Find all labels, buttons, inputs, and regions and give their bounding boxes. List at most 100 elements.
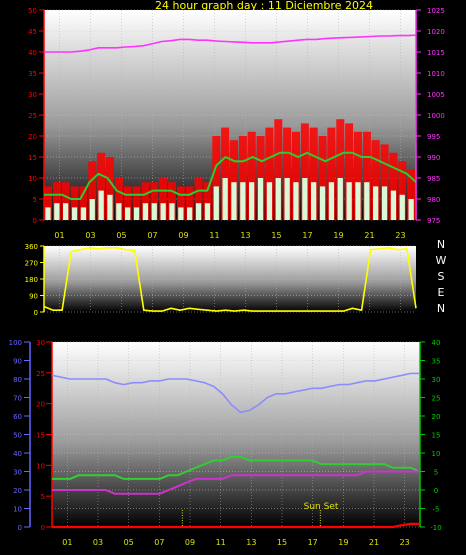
humidity-tick-label: 0 [18, 524, 22, 532]
hour-label-15: 15 [271, 231, 281, 240]
temperature-tick-label: 30 [432, 376, 441, 384]
hour-axis-top: 01 03 05 07 09 11 13 15 17 19 21 23 [54, 231, 405, 240]
wind-gust-bar [141, 182, 150, 220]
wind-tick-label: 0 [33, 217, 37, 225]
rain-tick-label: 30 [36, 339, 45, 347]
temperature-tick-label: 35 [432, 358, 441, 366]
hour-label-05: 05 [116, 231, 126, 240]
rain-tick-label: 5 [41, 493, 45, 501]
wind-gust-bar [380, 144, 389, 220]
pressure-line [44, 34, 417, 53]
wind-low-bar [116, 203, 122, 220]
wind-low-bar [195, 203, 202, 220]
wind-low-bar [381, 186, 388, 220]
wind-low-bar [71, 207, 78, 220]
compass-letter-S: S [438, 270, 445, 283]
rain-tick-label: 25 [36, 370, 45, 378]
wind-tick-label: 5 [33, 196, 37, 204]
wind-low-bar [98, 190, 104, 220]
hour-label-01: 01 [62, 538, 72, 547]
temperature-tick-label: -5 [433, 506, 440, 514]
wind-gust-bar [203, 182, 212, 220]
wind-average-line [44, 151, 417, 200]
humidity-temperature-panel: 0 10 20 30 40 50 60 70 80 90 100 0 5 10 15 20 25 30 -10 -5 0… [9, 339, 442, 532]
wind-low-bar [319, 186, 326, 220]
humidity-line [51, 372, 420, 414]
wind-low-bar [169, 203, 175, 220]
pressure-tick-label: 975 [427, 217, 440, 225]
wind-low-bar [249, 182, 255, 220]
wind-gust-bar [327, 127, 336, 220]
wind-tick-label: 35 [28, 70, 37, 78]
temperature-line [52, 455, 421, 480]
wind-gust-bar [106, 157, 114, 220]
wind-low-bar [240, 182, 246, 220]
humidity-tick-label: 20 [13, 487, 22, 495]
pressure-tick-label: 1010 [427, 70, 445, 78]
wind-gust-bar [185, 186, 194, 220]
pressure-tick-label: 985 [427, 175, 440, 183]
humidity-tick-label: 30 [13, 469, 22, 477]
direction-tick-label: 0 [34, 309, 38, 317]
wind-low-bar [328, 182, 335, 220]
wind-gust-bar [132, 186, 141, 220]
hour-label-07: 07 [147, 231, 157, 240]
wind-low-bar [204, 203, 211, 220]
wind-gust-bar [283, 127, 292, 220]
wind-low-bar [346, 182, 352, 220]
wind-gust-bar [292, 131, 300, 220]
wind-gust-bar [354, 131, 362, 220]
wind-low-bar [275, 178, 281, 220]
hour-label-17: 17 [302, 231, 312, 240]
wind-low-bar [213, 186, 219, 220]
hour-label-23: 23 [400, 538, 410, 547]
wind-low-bar [390, 190, 397, 220]
wind-gust-bar [159, 178, 168, 220]
compass-letter-N: N [437, 302, 445, 315]
wind-gust-bar [274, 119, 283, 220]
wind-gust-bar [97, 152, 106, 220]
wind-gust-bar [238, 136, 247, 220]
wind-low-bar [293, 182, 299, 220]
wind-gust-bar [398, 161, 407, 220]
wind-low-bar [160, 203, 166, 220]
compass-letter-W: W [436, 254, 447, 267]
wind-low-bar [222, 178, 228, 220]
wind-low-bar [266, 182, 273, 220]
wind-gust-bar [150, 182, 159, 220]
wind-low-bar [187, 207, 193, 220]
wind-gust-bar [362, 131, 371, 220]
humidity-tick-label: 60 [13, 413, 22, 421]
wind-low-bar [399, 194, 405, 220]
wind-tick-label: 45 [28, 28, 37, 36]
wind-low-bar [151, 203, 157, 220]
wind-gust-bar [221, 127, 230, 220]
humidity-tick-label: 90 [13, 358, 22, 366]
wind-gust-bar [123, 186, 132, 220]
wind-gust-bar [168, 182, 176, 220]
humidity-tick-label: 70 [13, 395, 22, 403]
sunset-label: Sun Set [304, 502, 339, 512]
compass-letter-N: N [437, 238, 445, 251]
temperature-tick-label: 5 [434, 469, 438, 477]
rain-tick-label: 15 [36, 432, 45, 440]
hour-label-09: 09 [185, 538, 195, 547]
rain-line [52, 522, 420, 529]
wind-gust-bar [212, 136, 221, 220]
compass-letter-E: E [438, 286, 445, 299]
wind-gust-bar [407, 169, 416, 220]
pressure-tick-label: 980 [427, 196, 440, 204]
wind-gust-bar [389, 152, 398, 220]
rain-tick-label: 0 [41, 524, 45, 532]
humidity-tick-label: 100 [9, 339, 22, 347]
temperature-tick-label: 40 [432, 339, 441, 347]
wind-low-bar [231, 182, 237, 220]
pressure-tick-label: 1005 [427, 91, 445, 99]
wind-gust-bar [70, 186, 79, 220]
wind-low-bar [45, 207, 51, 220]
wind-low-bar [63, 203, 69, 220]
wind-tick-label: 10 [28, 175, 37, 183]
wind-tick-label: 30 [28, 91, 37, 99]
